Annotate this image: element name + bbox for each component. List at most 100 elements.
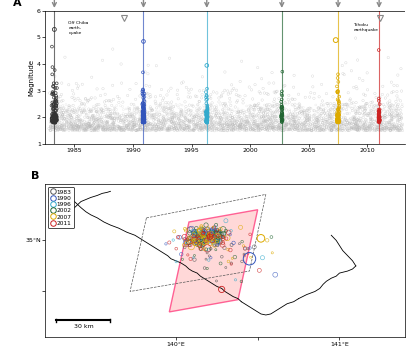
Point (312, 125, 318, 131)
Point (137, 119, 143, 125)
Point (140, 111, 147, 117)
Point (223, 128, 229, 134)
Point (313, 117, 319, 123)
Point (266, 102, 272, 107)
Point (52, 113, 58, 118)
Point (222, 106, 228, 111)
Point (335, 112, 341, 118)
Point (349, 106, 355, 111)
Point (237, 224, 244, 230)
Point (140, 109, 147, 115)
Point (346, 121, 353, 126)
Point (373, 125, 380, 130)
Point (280, 106, 287, 111)
Point (103, 126, 110, 132)
Point (130, 121, 136, 127)
Point (91, 124, 98, 130)
Point (251, 117, 257, 123)
Point (247, 103, 254, 109)
Point (201, 124, 207, 130)
Point (366, 111, 372, 117)
Point (261, 120, 268, 125)
Point (76, 128, 83, 134)
Point (309, 123, 316, 129)
Point (69, 107, 76, 113)
Point (201, 230, 207, 236)
Point (258, 236, 264, 241)
Point (356, 124, 363, 130)
Point (279, 120, 286, 126)
Point (139, 116, 146, 122)
Point (347, 96, 353, 102)
Point (92, 127, 99, 133)
Point (198, 223, 204, 229)
Point (290, 115, 297, 121)
Point (262, 118, 268, 124)
Point (200, 121, 207, 127)
Point (320, 118, 326, 123)
Point (50, 116, 57, 122)
Point (117, 127, 123, 133)
Point (294, 125, 301, 130)
Point (208, 103, 215, 109)
Point (292, 107, 299, 112)
Point (53, 108, 59, 113)
Point (66, 103, 72, 109)
Point (140, 113, 146, 119)
Point (311, 121, 317, 127)
Point (285, 120, 292, 126)
Point (279, 116, 285, 122)
Point (259, 109, 265, 115)
Point (125, 127, 132, 132)
Point (204, 114, 211, 120)
Point (343, 118, 350, 123)
Point (60, 103, 66, 108)
Point (133, 127, 139, 133)
Point (52, 116, 58, 121)
Point (115, 126, 121, 132)
Point (137, 125, 144, 130)
Point (219, 234, 225, 239)
Point (263, 125, 270, 131)
Point (54, 101, 60, 106)
Point (144, 123, 151, 129)
Point (163, 117, 170, 122)
Point (203, 247, 209, 252)
Point (109, 127, 116, 132)
Point (328, 106, 334, 112)
Point (380, 114, 387, 120)
Point (198, 125, 204, 130)
Point (335, 98, 342, 103)
Point (367, 116, 374, 122)
Point (139, 121, 145, 127)
Point (119, 125, 126, 130)
Point (108, 116, 114, 121)
Point (180, 112, 187, 118)
Point (137, 126, 144, 132)
Point (360, 125, 366, 130)
Point (324, 117, 330, 122)
Point (73, 123, 79, 129)
Point (274, 107, 281, 113)
Point (134, 110, 140, 116)
Point (206, 234, 213, 239)
Point (67, 103, 74, 109)
Point (384, 125, 390, 131)
Point (369, 112, 375, 118)
Point (261, 102, 267, 108)
Point (278, 114, 285, 120)
Point (107, 123, 113, 129)
Point (206, 233, 212, 239)
Point (141, 118, 147, 124)
Point (329, 114, 336, 120)
Point (376, 107, 382, 113)
Point (283, 121, 290, 127)
Point (53, 95, 60, 101)
Point (142, 120, 148, 125)
Point (171, 104, 177, 109)
Point (346, 120, 353, 126)
Point (315, 121, 321, 127)
Point (140, 105, 147, 111)
Point (190, 111, 197, 116)
Point (292, 122, 299, 128)
